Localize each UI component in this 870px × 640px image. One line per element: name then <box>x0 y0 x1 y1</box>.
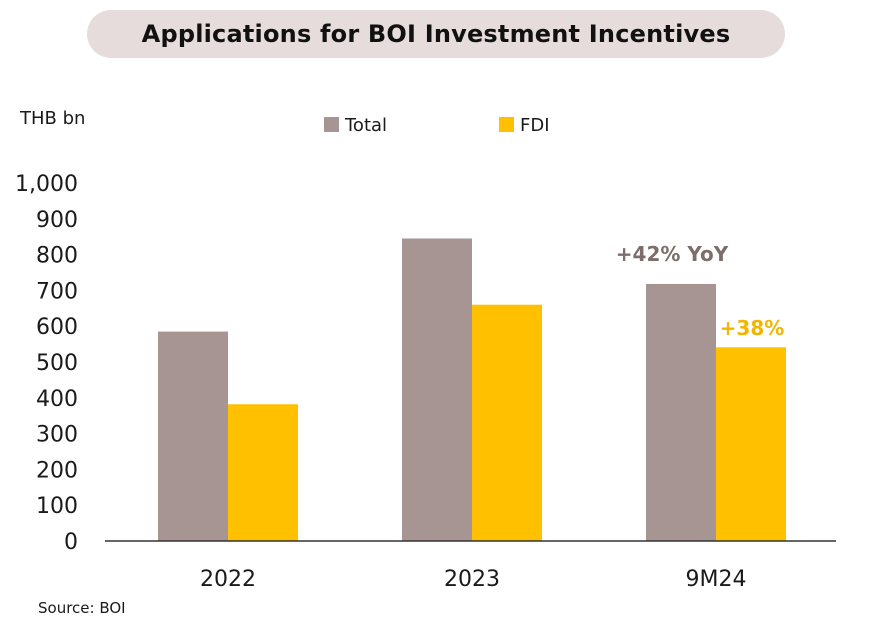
legend: Total FDI <box>324 115 550 136</box>
x-category-label: 2023 <box>444 567 500 592</box>
x-category-label: 2022 <box>200 567 256 592</box>
x-axis-category-labels: 2022 2023 9M24 <box>200 567 746 592</box>
y-tick-label: 0 <box>64 530 78 555</box>
y-tick-label: 1,000 <box>15 172 78 197</box>
y-tick-label: 300 <box>36 423 78 448</box>
annotation-total-yoy: +42% YoY <box>616 242 729 266</box>
legend-label-total: Total <box>344 115 387 136</box>
legend-swatch-fdi <box>499 117 514 132</box>
x-category-label: 9M24 <box>686 567 747 592</box>
bar-chart: THB bn Total FDI 0 100 200 300 400 500 600 700 8… <box>0 0 870 640</box>
bar-fdi-9m24 <box>716 347 786 541</box>
annotation-fdi-yoy: +38% <box>720 316 785 340</box>
y-axis-unit-label: THB bn <box>19 108 85 129</box>
legend-swatch-total <box>324 117 339 132</box>
y-tick-label: 100 <box>36 494 78 519</box>
source-note: Source: BOI <box>38 599 126 617</box>
bar-total-2023 <box>402 238 472 541</box>
y-tick-label: 200 <box>36 458 78 483</box>
y-tick-label: 700 <box>36 279 78 304</box>
bar-total-2022 <box>158 332 228 541</box>
y-tick-label: 400 <box>36 387 78 412</box>
y-tick-label: 500 <box>36 351 78 376</box>
legend-label-fdi: FDI <box>520 115 550 136</box>
y-tick-label: 800 <box>36 244 78 269</box>
bar-total-9m24 <box>646 284 716 541</box>
y-axis-tick-labels: 0 100 200 300 400 500 600 700 800 900 1,000 <box>15 172 78 555</box>
y-tick-label: 600 <box>36 315 78 340</box>
bar-fdi-2022 <box>228 404 298 541</box>
bars <box>158 238 786 541</box>
y-tick-label: 900 <box>36 208 78 233</box>
bar-fdi-2023 <box>472 305 542 541</box>
